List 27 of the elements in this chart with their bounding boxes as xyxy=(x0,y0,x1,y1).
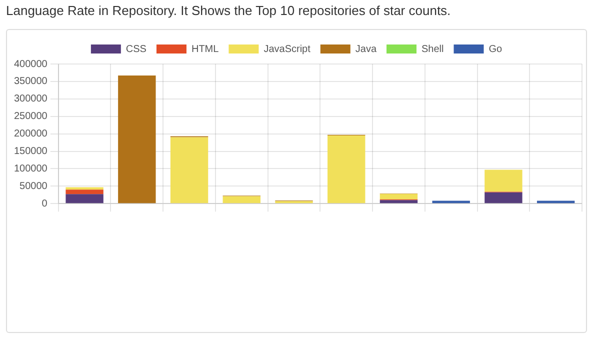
y-tick-label: 50000 xyxy=(20,180,48,192)
legend-label: Go xyxy=(488,44,503,55)
y-tick-label: 300000 xyxy=(14,94,48,105)
bar xyxy=(328,136,366,204)
y-tick-label: 150000 xyxy=(14,146,48,157)
y-tick-label: 100000 xyxy=(14,163,48,174)
legend-label: CSS xyxy=(126,44,147,55)
bar xyxy=(118,76,156,204)
legend-label: JavaScript xyxy=(264,44,311,55)
y-tick-label: 200000 xyxy=(14,128,48,140)
bar xyxy=(380,200,418,204)
bar xyxy=(380,194,418,200)
bar xyxy=(66,187,104,190)
legend-label: HTML xyxy=(191,44,220,55)
legend-label: Shell xyxy=(422,44,444,55)
legend-label: Java xyxy=(355,44,377,55)
y-tick-label: 400000 xyxy=(14,58,48,70)
y-tick-label: 250000 xyxy=(14,111,48,122)
bar xyxy=(222,196,260,204)
chart-title: Language Rate in Repository. It Shows the Top 10 repositories of star counts. xyxy=(6,3,451,18)
y-tick-label: 350000 xyxy=(14,76,48,88)
bar xyxy=(66,194,104,204)
bar xyxy=(484,170,522,192)
bar xyxy=(484,192,522,204)
bar xyxy=(170,137,208,204)
y-tick-label: 0 xyxy=(42,198,48,210)
bar xyxy=(66,190,104,194)
